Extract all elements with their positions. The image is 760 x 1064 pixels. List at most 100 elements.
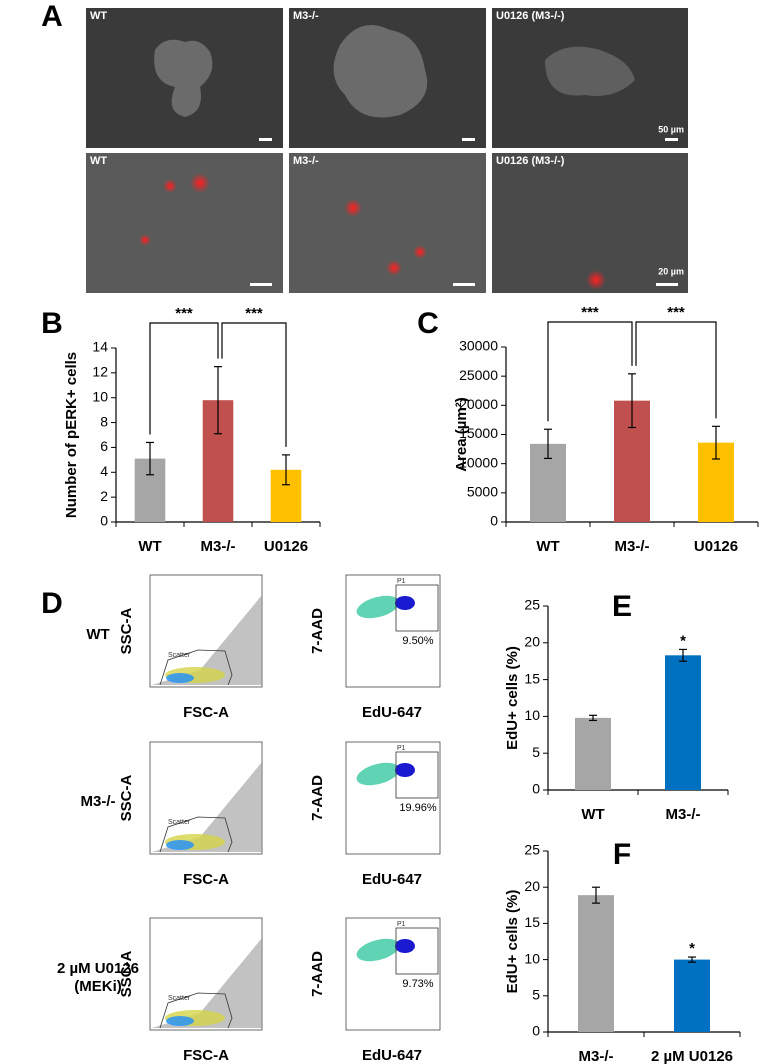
y-tick-label: 30000 bbox=[459, 338, 498, 354]
row-label: M3-/- bbox=[81, 793, 116, 810]
panel-letter: C bbox=[417, 307, 439, 340]
y-tick-label: 14 bbox=[92, 339, 108, 355]
axis-label: 7-AAD bbox=[309, 951, 326, 997]
axis-label: FSC-A bbox=[183, 1047, 229, 1064]
cell-density bbox=[166, 1016, 194, 1026]
significance-bracket bbox=[149, 322, 219, 435]
significance-bracket bbox=[221, 322, 287, 447]
gate bbox=[395, 584, 439, 632]
cell-cloud bbox=[152, 762, 262, 852]
y-tick-label: 20000 bbox=[459, 396, 498, 412]
plot-frame bbox=[345, 917, 441, 1031]
y-axis-label: EdU+ cells (%) bbox=[504, 890, 521, 994]
cell-cloud bbox=[395, 763, 415, 777]
scale-bar bbox=[250, 283, 272, 286]
edu-plot: P1 9.73% bbox=[345, 917, 441, 1031]
gate-label: Scatter bbox=[168, 995, 191, 1002]
y-tick-label: 25000 bbox=[459, 367, 498, 383]
significance-label: *** bbox=[667, 304, 685, 321]
y-tick-label: 4 bbox=[100, 463, 108, 479]
significance-label: *** bbox=[175, 305, 193, 322]
panel-letter: B bbox=[41, 307, 63, 340]
y-tick-label: 10 bbox=[92, 388, 108, 404]
plot-frame bbox=[345, 741, 441, 855]
scale-label: 20 µm bbox=[658, 266, 684, 276]
axis-label: FSC-A bbox=[183, 704, 229, 721]
panel-letter: E bbox=[612, 590, 632, 623]
scale-bar bbox=[453, 283, 475, 286]
x-tick-label: WT bbox=[581, 806, 604, 823]
gate bbox=[395, 751, 439, 799]
axis-label: 7-AAD bbox=[309, 608, 326, 654]
significance-mark: * bbox=[680, 632, 686, 649]
scale-bar bbox=[656, 283, 678, 286]
x-tick-label: WT bbox=[536, 538, 559, 555]
y-tick-label: 2 bbox=[100, 488, 108, 504]
significance-label: *** bbox=[581, 304, 599, 321]
y-tick-label: 12 bbox=[92, 364, 108, 380]
scale-label: 50 µm bbox=[658, 124, 684, 134]
micrograph-label: U0126 (M3-/-) bbox=[496, 10, 565, 22]
gate-percent: 19.96% bbox=[399, 802, 437, 814]
y-tick-label: 15 bbox=[524, 914, 540, 930]
gate-percent: 9.50% bbox=[402, 635, 433, 647]
gate-percent: 9.73% bbox=[402, 978, 433, 990]
y-tick-label: 25 bbox=[524, 597, 540, 613]
organoid bbox=[545, 46, 635, 96]
y-tick-label: 5000 bbox=[467, 484, 498, 500]
x-tick-label: WT bbox=[138, 538, 161, 555]
x-tick-label: M3-/- bbox=[201, 538, 236, 555]
micrograph bbox=[86, 153, 283, 293]
y-tick-label: 0 bbox=[532, 781, 540, 797]
bar bbox=[578, 895, 614, 1032]
y-tick-label: 0 bbox=[532, 1023, 540, 1039]
cell-cloud bbox=[395, 939, 415, 953]
micrograph-label: U0126 (M3-/-) bbox=[496, 155, 565, 167]
cell-cloud bbox=[152, 595, 262, 685]
micrograph bbox=[492, 153, 688, 293]
scatter-plot: Scatter bbox=[149, 741, 263, 855]
y-axis-label: Number of pERK+ cells bbox=[63, 352, 80, 518]
cell-cloud bbox=[152, 938, 262, 1028]
y-tick-label: 15000 bbox=[459, 425, 498, 441]
micrograph-grid bbox=[86, 8, 688, 293]
micrograph-label: WT bbox=[90, 155, 107, 167]
row-label: 2 µM U0126 bbox=[57, 960, 139, 977]
y-tick-label: 25 bbox=[524, 842, 540, 858]
gate bbox=[159, 992, 233, 1029]
gate-label: Scatter bbox=[168, 819, 191, 826]
x-tick-label: 2 µM U0126 bbox=[651, 1048, 733, 1064]
significance-bracket bbox=[547, 321, 633, 422]
scatter-plot: Scatter bbox=[149, 574, 263, 688]
axis-label: SSC-A bbox=[118, 774, 135, 821]
significance-mark: * bbox=[689, 940, 695, 957]
panel-letter: A bbox=[41, 0, 63, 33]
micrograph-label: WT bbox=[90, 10, 107, 22]
y-tick-label: 20 bbox=[524, 878, 540, 894]
cell-density bbox=[166, 673, 194, 683]
gate bbox=[159, 649, 233, 686]
organoid bbox=[154, 39, 213, 117]
gate-label: P1 bbox=[397, 578, 406, 585]
scale-bar bbox=[462, 138, 475, 141]
gate-label: Scatter bbox=[168, 652, 191, 659]
x-tick-label: M3-/- bbox=[666, 806, 701, 823]
cell-density bbox=[166, 840, 194, 850]
stain bbox=[139, 234, 151, 246]
cell-cloud bbox=[356, 762, 400, 786]
axis-label: EdU-647 bbox=[362, 871, 422, 888]
axis-label: FSC-A bbox=[183, 871, 229, 888]
cell-cloud bbox=[356, 595, 400, 619]
y-tick-label: 6 bbox=[100, 438, 108, 454]
axis-label: EdU-647 bbox=[362, 704, 422, 721]
plot-frame bbox=[345, 574, 441, 688]
row-label: (MEKi) bbox=[74, 978, 122, 995]
y-tick-label: 5 bbox=[532, 744, 540, 760]
scale-bar bbox=[259, 138, 272, 141]
axis-label: EdU-647 bbox=[362, 1047, 422, 1064]
y-tick-label: 10 bbox=[524, 707, 540, 723]
axis-label: SSC-A bbox=[118, 607, 135, 654]
axis-label: SSC-A bbox=[118, 950, 135, 997]
scatter-plot: Scatter bbox=[149, 917, 263, 1031]
